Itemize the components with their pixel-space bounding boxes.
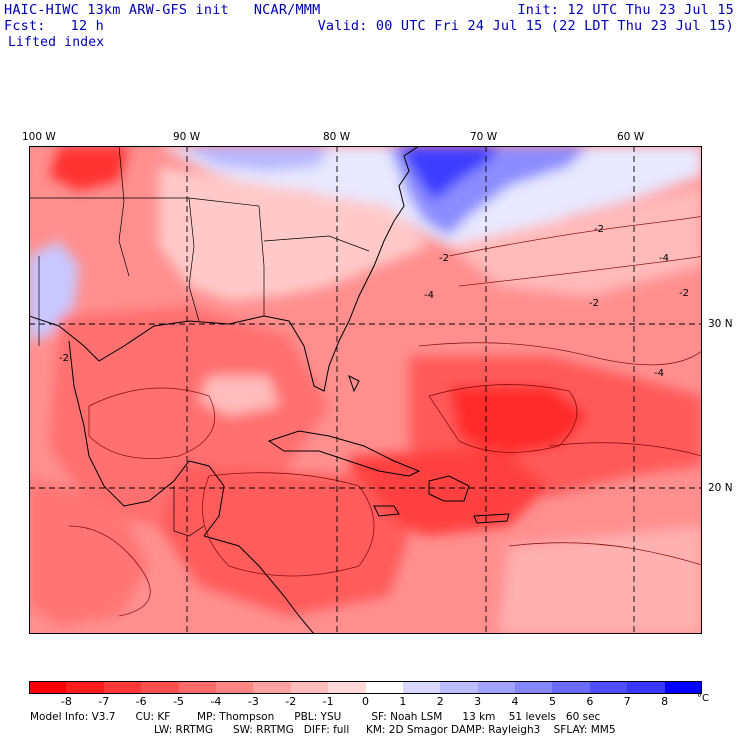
colorbar-tick-label: -4: [210, 695, 222, 708]
contour-label: -2: [679, 288, 689, 299]
model-info-line1: Model Info: V3.7 CU: KF MP: Thompson PBL…: [30, 711, 601, 723]
model-title: HAIC-HIWC 13km ARW-GFS init NCAR/MMM: [4, 2, 321, 18]
lat-lon-grid: [29, 146, 702, 634]
colorbar-unit: °C: [697, 693, 709, 704]
lon-label: 60 W: [617, 131, 645, 143]
contour-label: -4: [654, 368, 664, 379]
colorbar-segment: [365, 681, 404, 694]
shading-fields: [29, 146, 702, 634]
colorbar-segment: [627, 681, 666, 694]
colorbar-segment: [440, 681, 479, 694]
forecast-hour: Fcst: 12 h: [4, 18, 104, 34]
colorbar-tick-label: 1: [399, 695, 407, 708]
colorbar-tick-label: 6: [586, 695, 594, 708]
contour-label: -2: [589, 298, 599, 309]
colorbar-tick-label: -1: [322, 695, 334, 708]
map-border: [29, 146, 702, 634]
colorbar-tick-label: 8: [661, 695, 669, 708]
colorbar-segment: [402, 681, 441, 694]
colorbar-segment: [253, 681, 292, 694]
model-info-line2: LW: RRTMG SW: RRTMG DIFF: full KM: 2D Sm…: [154, 724, 616, 736]
lon-label: 90 W: [173, 131, 201, 143]
contour-label: -4: [659, 253, 669, 264]
colorbar-tick-label: 3: [474, 695, 482, 708]
colorbar-segment: [29, 681, 67, 694]
init-time: Init: 12 UTC Thu 23 Jul 15: [517, 2, 734, 18]
contour-lines: [68, 215, 702, 617]
colorbar-segment: [552, 681, 591, 694]
contour-label: -2: [439, 253, 449, 264]
colorbar-tick-label: 4: [511, 695, 519, 708]
colorbar-segment: [589, 681, 628, 694]
colorbar-tick-label: -2: [285, 695, 297, 708]
colorbar-tick-label: 7: [623, 695, 631, 708]
colorbar-tick-label: -3: [247, 695, 259, 708]
colorbar-segment: [215, 681, 254, 694]
lat-label: 30 N: [708, 318, 733, 330]
field-name: Lifted index: [8, 35, 105, 50]
colorbar-tick-label: -8: [60, 695, 72, 708]
contour-label: -4: [424, 290, 434, 301]
colorbar-tick-label: -6: [135, 695, 147, 708]
lon-label: 70 W: [470, 131, 498, 143]
contour-label: -2: [59, 353, 69, 364]
colorbar-segment: [290, 681, 329, 694]
colorbar-segment: [141, 681, 180, 694]
colorbar-tick-label: -7: [98, 695, 110, 708]
colorbar-border: [29, 681, 702, 694]
colorbar-tick-label: 2: [436, 695, 444, 708]
contour-label: -2: [594, 224, 604, 235]
colorbar: [29, 681, 703, 694]
colorbar-segment: [477, 681, 516, 694]
political-boundaries: [29, 146, 370, 537]
colorbar-segment: [515, 681, 553, 694]
lon-label: 100 W: [22, 131, 56, 143]
lon-label: 80 W: [323, 131, 351, 143]
colorbar-segment: [66, 681, 105, 694]
colorbar-segment: [664, 681, 703, 694]
lat-label: 20 N: [708, 482, 733, 494]
colorbar-segment: [328, 681, 366, 694]
colorbar-tick-label: 0: [362, 695, 369, 708]
colorbar-tick-label: 5: [548, 695, 556, 708]
colorbar-segment: [178, 681, 217, 694]
colorbar-tick-label: -5: [173, 695, 185, 708]
lifted-index-map: -2 -4 -2 -4 -2 -2 -4 -2: [29, 146, 702, 634]
coastlines: [29, 146, 510, 634]
valid-time: Valid: 00 UTC Fri 24 Jul 15 (22 LDT Thu …: [317, 18, 734, 34]
colorbar-segment: [103, 681, 142, 694]
